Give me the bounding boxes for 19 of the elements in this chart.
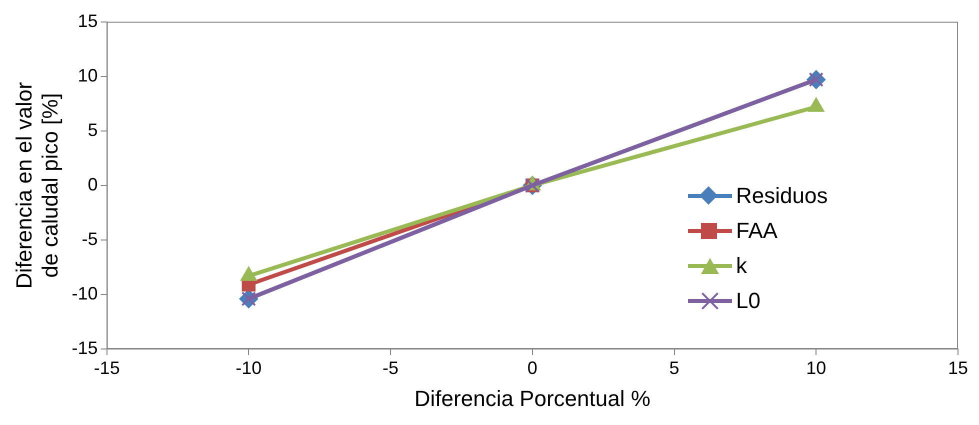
legend-label: k <box>736 252 747 280</box>
y-axis-title: Diferencia en el valor de caludal pico [%] <box>11 82 63 289</box>
x-tick-label: -5 <box>382 358 399 378</box>
legend-label: Residuos <box>736 182 828 210</box>
legend-label: L0 <box>736 287 760 315</box>
y-tick-label: -5 <box>82 228 98 249</box>
y-tick-label: 5 <box>88 120 98 140</box>
y-tick-label: 0 <box>88 174 98 194</box>
x-tick-label: 10 <box>806 358 826 378</box>
y-tick-label: 15 <box>78 10 98 31</box>
y-tick-label: -15 <box>72 338 98 358</box>
x-tick-label: 0 <box>527 358 538 378</box>
legend-label: FAA <box>736 217 778 245</box>
x-axis-title: Diferencia Porcentual % <box>414 386 650 411</box>
y-tick-label: 10 <box>78 65 98 86</box>
x-tick-label: 15 <box>948 358 968 378</box>
x-tick-label: -10 <box>236 358 262 378</box>
y-tick-label: -10 <box>72 283 98 304</box>
x-tick-label: 5 <box>669 358 680 378</box>
